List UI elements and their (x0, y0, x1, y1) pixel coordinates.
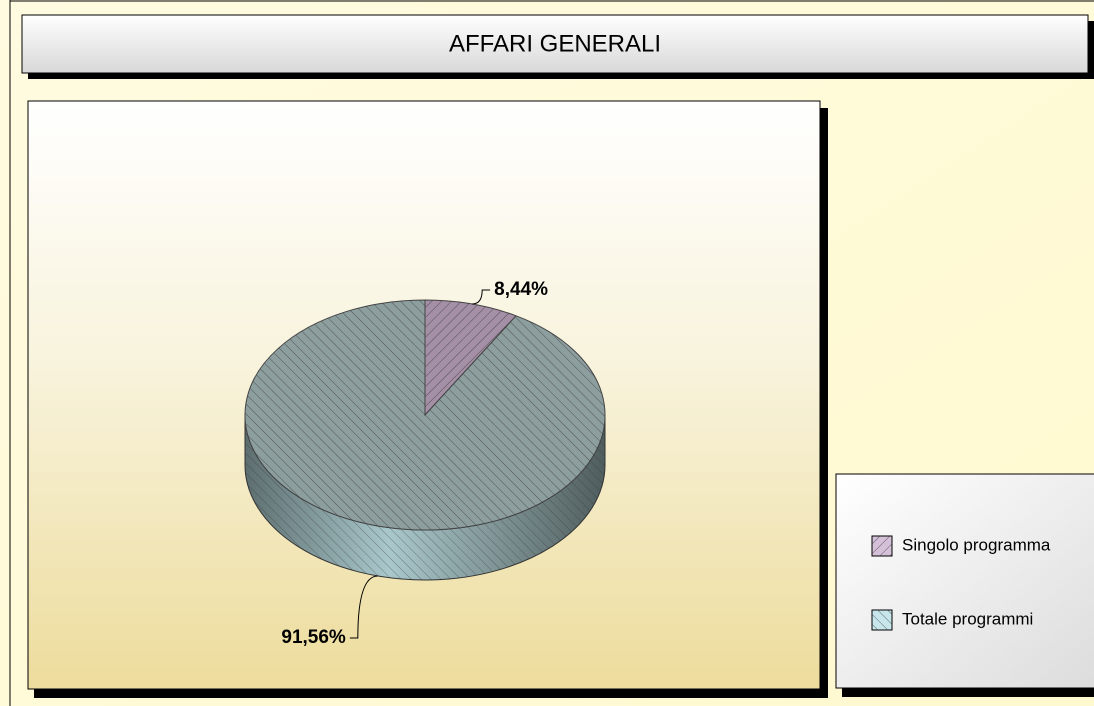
leader-line (349, 575, 378, 639)
data-label: 91,56% (281, 627, 346, 648)
pie-side-hatch (245, 415, 605, 580)
pie-slice-hatch (244, 300, 605, 530)
chart-title: AFFARI GENERALI (449, 30, 661, 57)
legend-box (835, 473, 1094, 689)
title-box (21, 14, 1089, 74)
leader-line (472, 289, 491, 305)
data-label: 8,44% (494, 279, 548, 300)
pie-slice-hatch (425, 300, 517, 415)
legend-label: Totale programmi (902, 609, 1033, 628)
legend-swatch-hatch (872, 610, 892, 630)
legend-label: Singolo programma (902, 535, 1051, 554)
legend-swatch-hatch (872, 536, 892, 556)
